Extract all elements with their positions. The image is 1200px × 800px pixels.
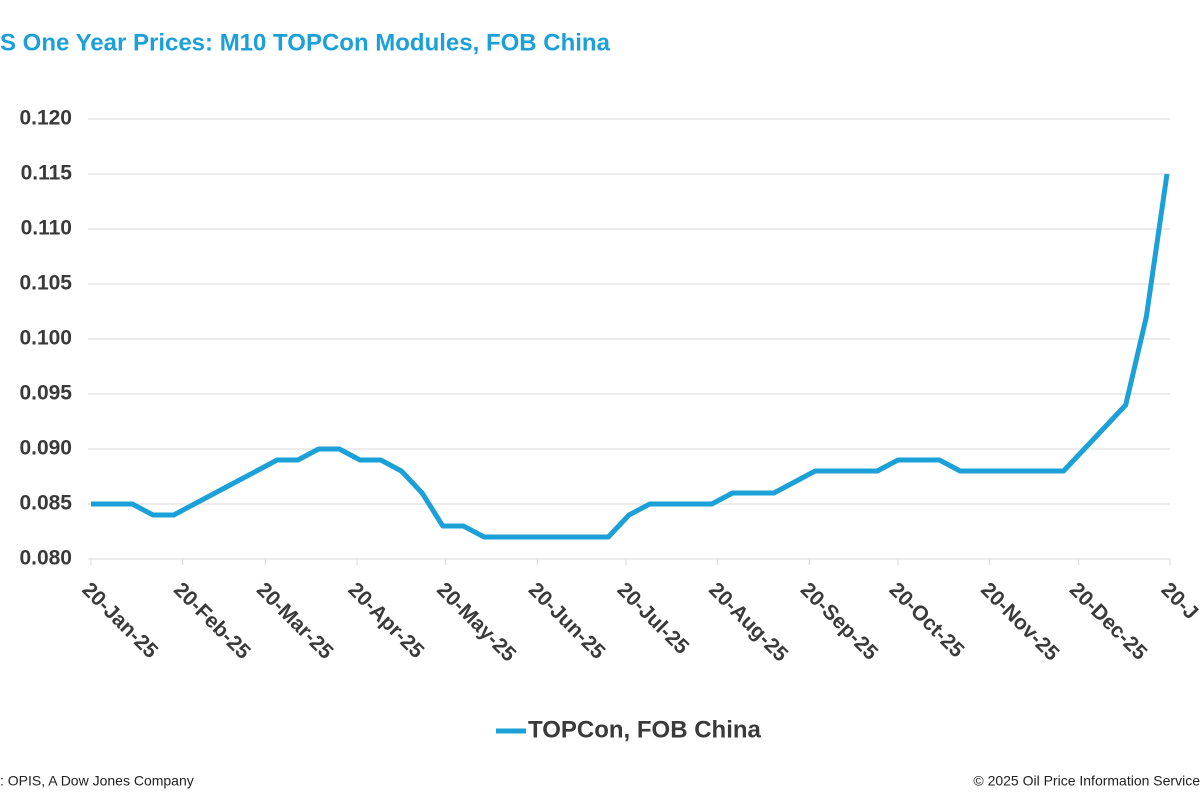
y-tick-label: 0.110 bbox=[21, 217, 72, 240]
y-tick-label: 0.120 bbox=[19, 107, 72, 130]
x-tick-label: 20-May-25 bbox=[432, 578, 520, 666]
legend-label: TOPCon, FOB China bbox=[528, 716, 762, 743]
x-tick-label: 20-Apr-25 bbox=[344, 578, 429, 663]
y-tick-label: 0.100 bbox=[19, 327, 72, 350]
y-tick-label: 0.115 bbox=[21, 162, 73, 185]
y-tick-label: 0.080 bbox=[19, 547, 72, 570]
y-tick-label: 0.095 bbox=[19, 382, 72, 405]
copyright: © 2025 Oil Price Information Service bbox=[973, 773, 1200, 789]
x-tick-label: 20-Aug-25 bbox=[704, 578, 792, 666]
data-line bbox=[91, 173, 1170, 540]
y-tick-label: 0.085 bbox=[19, 492, 72, 515]
chart-title: S One Year Prices: M10 TOPCon Modules, F… bbox=[0, 29, 611, 56]
x-tick-label: 20-Mar-25 bbox=[252, 578, 338, 664]
source: : OPIS, A Dow Jones Company bbox=[0, 773, 194, 789]
x-tick-label: 20-Jul-25 bbox=[613, 578, 694, 659]
x-tick-label: 20-Jun-25 bbox=[524, 578, 610, 664]
x-tick-label: 20-J bbox=[1157, 578, 1200, 624]
x-tick-label: 20-Sep-25 bbox=[796, 578, 883, 665]
x-tick-label: 20-Oct-25 bbox=[885, 578, 969, 662]
x-tick-label: 20-Jan-25 bbox=[77, 578, 162, 663]
x-tick-label: 20-Feb-25 bbox=[169, 578, 255, 664]
y-tick-label: 0.090 bbox=[19, 437, 72, 460]
y-tick-label: 0.105 bbox=[19, 272, 72, 295]
x-tick-label: 20-Nov-25 bbox=[976, 578, 1063, 665]
x-tick-label: 20-Dec-25 bbox=[1065, 578, 1152, 665]
